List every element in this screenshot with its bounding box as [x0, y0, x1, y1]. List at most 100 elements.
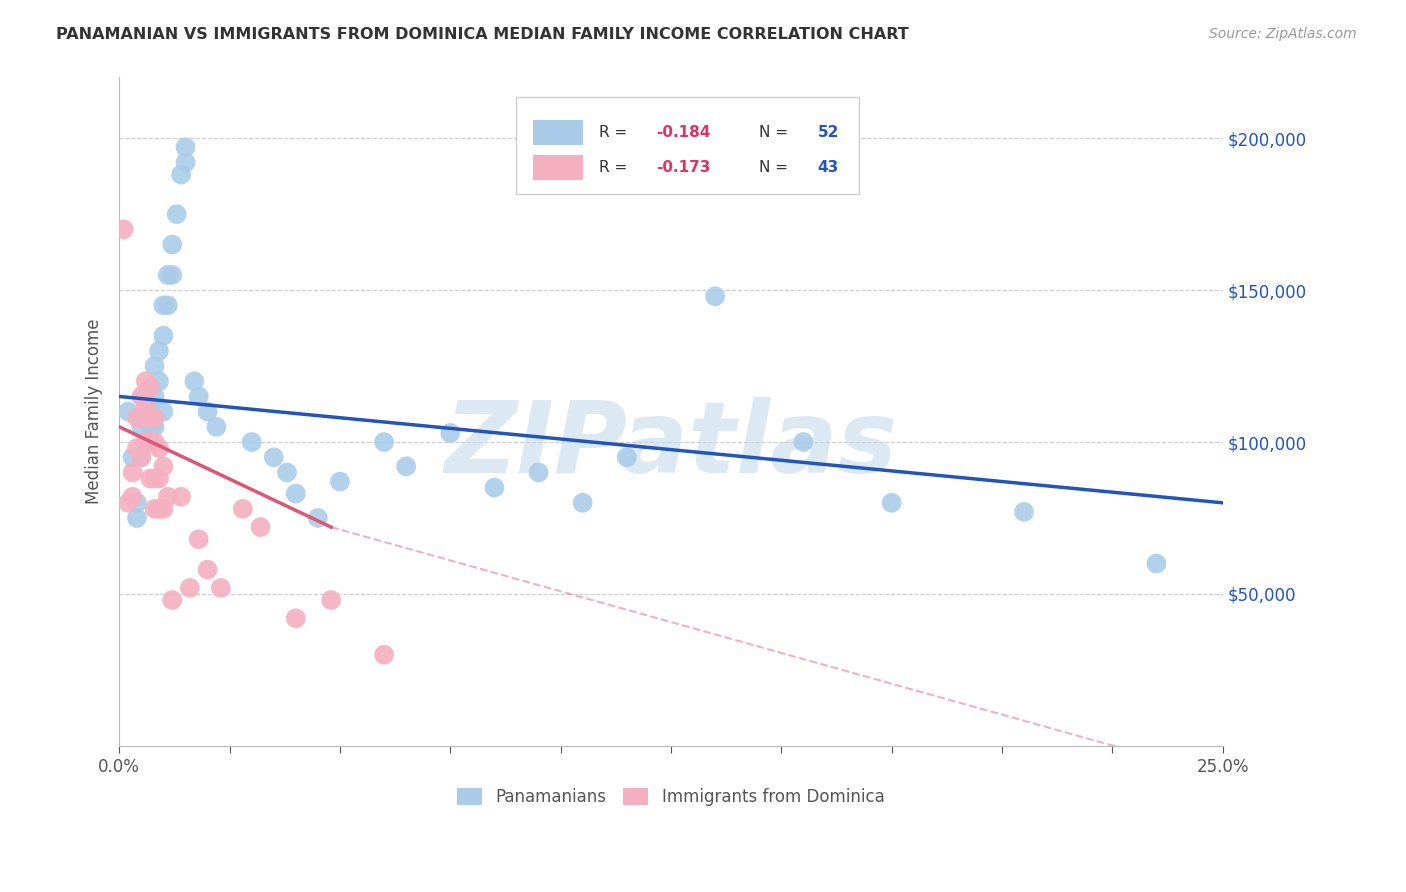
Point: [139, 380, 162, 394]
Point: [143, 420, 166, 434]
Point: [187, 389, 209, 403]
Text: PANAMANIAN VS IMMIGRANTS FROM DOMINICA MEDIAN FAMILY INCOME CORRELATION CHART: PANAMANIAN VS IMMIGRANTS FROM DOMINICA M…: [56, 27, 910, 42]
Point: [125, 410, 148, 425]
Point: [143, 501, 166, 516]
Point: [160, 268, 183, 282]
Point: [1012, 505, 1035, 519]
Text: Source: ZipAtlas.com: Source: ZipAtlas.com: [1209, 27, 1357, 41]
Point: [197, 404, 219, 418]
Point: [209, 581, 232, 595]
Point: [121, 450, 143, 465]
Point: [307, 511, 329, 525]
Point: [170, 490, 193, 504]
Text: R =: R =: [599, 125, 633, 140]
Point: [139, 420, 162, 434]
Point: [143, 435, 166, 450]
Point: [205, 420, 228, 434]
Point: [148, 343, 170, 358]
Point: [792, 435, 814, 450]
Point: [121, 490, 143, 504]
Point: [704, 289, 727, 303]
Point: [1146, 557, 1168, 571]
Point: [156, 490, 179, 504]
FancyBboxPatch shape: [516, 97, 859, 194]
Point: [160, 593, 183, 607]
Point: [276, 466, 298, 480]
Point: [135, 435, 157, 450]
Text: ZIPatlas: ZIPatlas: [444, 397, 897, 493]
Point: [263, 450, 285, 465]
Point: [121, 466, 143, 480]
Y-axis label: Median Family Income: Median Family Income: [86, 319, 103, 504]
Point: [135, 374, 157, 388]
Point: [484, 481, 506, 495]
Point: [112, 222, 135, 236]
Point: [135, 399, 157, 413]
Point: [179, 581, 201, 595]
Point: [139, 410, 162, 425]
Point: [148, 501, 170, 516]
Text: N =: N =: [759, 161, 793, 175]
Point: [148, 374, 170, 388]
Point: [125, 441, 148, 455]
Point: [139, 435, 162, 450]
Point: [125, 511, 148, 525]
Point: [616, 450, 638, 465]
Point: [284, 486, 307, 500]
Point: [152, 501, 174, 516]
Point: [143, 359, 166, 373]
Point: [135, 435, 157, 450]
Bar: [533, 155, 582, 180]
Point: [321, 593, 343, 607]
Point: [249, 520, 271, 534]
Point: [117, 404, 139, 418]
Point: [174, 155, 197, 169]
Point: [131, 420, 153, 434]
Point: [187, 533, 209, 547]
Point: [131, 389, 153, 403]
Point: [183, 374, 205, 388]
Point: [571, 496, 593, 510]
Point: [139, 471, 162, 485]
Point: [373, 648, 395, 662]
Point: [139, 399, 162, 413]
Text: -0.184: -0.184: [657, 125, 711, 140]
Point: [152, 298, 174, 312]
Text: R =: R =: [599, 161, 633, 175]
Text: N =: N =: [759, 125, 793, 140]
Point: [395, 459, 418, 474]
Point: [131, 450, 153, 465]
Point: [148, 471, 170, 485]
Point: [152, 404, 174, 418]
Point: [284, 611, 307, 625]
Point: [373, 435, 395, 450]
Point: [329, 475, 352, 489]
Point: [174, 140, 197, 154]
Point: [160, 237, 183, 252]
Text: 43: 43: [818, 161, 839, 175]
Point: [439, 425, 461, 440]
Text: 52: 52: [818, 125, 839, 140]
Point: [143, 389, 166, 403]
Point: [156, 298, 179, 312]
Point: [135, 389, 157, 403]
Point: [148, 441, 170, 455]
Text: -0.173: -0.173: [657, 161, 711, 175]
Point: [197, 563, 219, 577]
Point: [152, 328, 174, 343]
Point: [131, 450, 153, 465]
Point: [117, 496, 139, 510]
Point: [232, 501, 254, 516]
Point: [143, 410, 166, 425]
Point: [527, 466, 550, 480]
Bar: [533, 120, 582, 145]
Point: [131, 410, 153, 425]
Point: [152, 459, 174, 474]
Point: [880, 496, 903, 510]
Point: [143, 471, 166, 485]
Point: [125, 496, 148, 510]
Point: [166, 207, 188, 221]
Legend: Panamanians, Immigrants from Dominica: Panamanians, Immigrants from Dominica: [451, 781, 891, 813]
Point: [240, 435, 263, 450]
Point: [156, 268, 179, 282]
